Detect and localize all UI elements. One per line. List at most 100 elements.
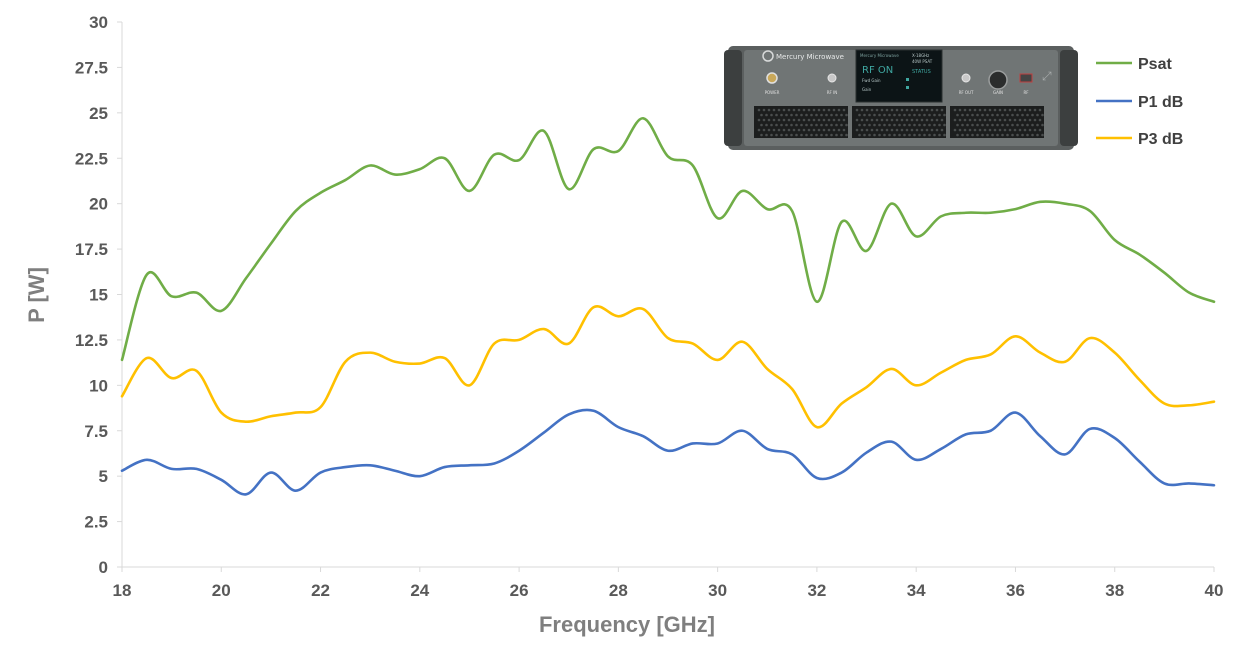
x-tick-label: 40 [1205,581,1224,600]
x-tick-label: 18 [113,581,132,600]
vent-hole [983,108,987,112]
vent-hole [873,113,876,117]
vent-hole [832,108,836,112]
vent-hole [908,123,911,127]
vent-hole [880,118,884,122]
vent-hole [822,118,826,122]
vent-hole [993,128,997,132]
vent-hole [915,108,919,112]
vent-hole [810,123,813,127]
vent-hole [883,123,886,127]
vent-hole [1031,113,1034,117]
legend-label-psat: Psat [1138,56,1172,73]
vent-hole [1036,123,1039,127]
vent-hole [963,128,967,132]
vent-hole [890,118,894,122]
vent-hole [890,108,894,112]
vent-hole [1003,118,1007,122]
rf-switch-icon [1019,73,1033,83]
vent-hole [790,133,793,137]
vent-hole [795,133,798,137]
vent-hole [827,118,831,122]
vent-hole [1036,133,1039,137]
vent-hole [996,133,999,137]
vent-hole [1001,123,1004,127]
screen-model-1: X-18GHz [912,53,929,58]
vent-hole [767,128,771,132]
vent-hole [860,118,864,122]
vent-hole [825,123,828,127]
vent-hole [845,123,848,127]
vent-hole [903,123,906,127]
vent-hole [925,108,929,112]
y-tick-label: 30 [89,13,108,32]
screen-line-1: Fwd Gain [862,78,881,83]
vent-hole [870,118,874,122]
vent-pattern [757,108,1044,137]
vent-hole [905,118,909,122]
vent-hole [782,118,786,122]
vent-hole [770,113,773,117]
vent-hole [827,108,831,112]
y-tick-label: 2.5 [84,513,108,532]
vent-hole [996,123,999,127]
vent-hole [1008,118,1012,122]
vent-hole [956,113,959,117]
vent-hole [991,113,994,117]
vent-hole [900,128,904,132]
vent-hole [933,133,936,137]
screen-line-2: Gain [862,87,872,92]
vent-hole [1006,113,1009,117]
vent-hole [940,118,944,122]
expand-arrows-icon: ⤢ [1041,69,1052,83]
vent-hole [893,123,896,127]
rf-in-label: RF IN [827,90,838,95]
vent-hole [918,113,921,117]
vent-hole [835,123,838,127]
rf-in-connector-icon [827,73,837,83]
vent-hole [855,128,859,132]
vent-hole [1038,128,1042,132]
vent-hole [807,118,811,122]
vent-hole [905,108,909,112]
vent-hole [958,118,962,122]
vent-hole [971,123,974,127]
vent-hole [858,113,861,117]
vent-hole [918,133,921,137]
vent-hole [905,128,909,132]
vent-hole [978,108,982,112]
vent-hole [1008,108,1012,112]
vent-hole [1013,108,1017,112]
vent-hole [890,128,894,132]
vent-hole [792,128,796,132]
vent-hole [845,113,848,117]
x-tick-label: 26 [510,581,529,600]
vent-hole [971,113,974,117]
vent-hole [928,123,931,127]
vent-hole [900,108,904,112]
vent-hole [787,108,791,112]
vent-hole [968,128,972,132]
vent-hole [830,113,833,117]
vent-hole [807,108,811,112]
vent-hole [1038,118,1042,122]
vent-hole [958,128,962,132]
brand-name: Mercury Microwave [776,53,844,61]
vent-hole [935,128,939,132]
vent-hole [925,118,929,122]
left-handle [724,50,742,146]
vent-hole [760,113,763,117]
vent-hole [863,113,866,117]
vent-hole [772,108,776,112]
vent-hole [795,123,798,127]
vent-hole [822,128,826,132]
vent-hole [1041,113,1044,117]
vent-hole [913,123,916,127]
vent-hole [1011,113,1014,117]
vent-hole [961,113,964,117]
vent-hole [963,108,967,112]
vent-grille-2 [852,106,946,138]
vent-hole [777,128,781,132]
vent-hole [895,118,899,122]
vent-hole [878,133,881,137]
